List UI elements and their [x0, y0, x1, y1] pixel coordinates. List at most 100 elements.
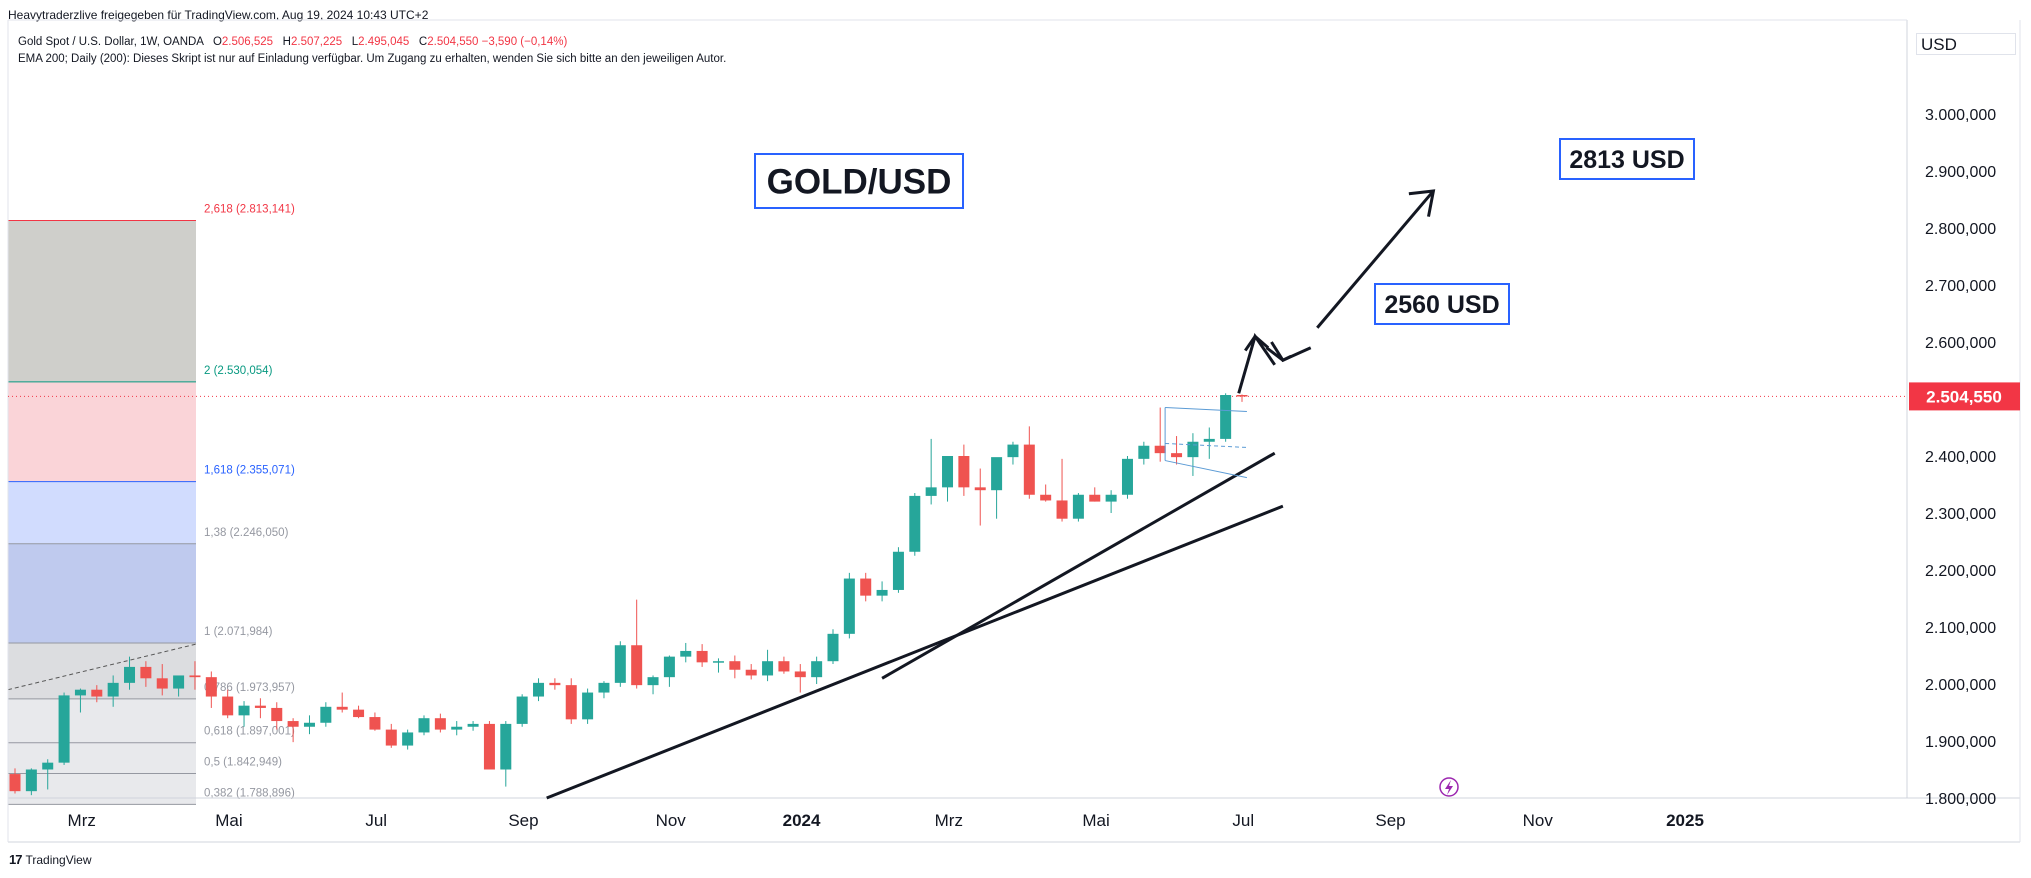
candle — [942, 456, 954, 502]
candle-body — [778, 661, 790, 672]
tradingview-footer[interactable]: 17 TradingView — [9, 852, 92, 867]
candle-body — [1203, 438, 1215, 442]
candle-body — [402, 732, 414, 746]
y-tick-label: 3.000,000 — [1925, 107, 1996, 124]
candle-body — [598, 682, 610, 693]
candle — [451, 721, 463, 736]
candle-body — [156, 678, 168, 689]
candle-body — [1056, 500, 1068, 519]
candle-body — [42, 762, 54, 770]
candle — [1138, 441, 1150, 465]
candle — [696, 644, 708, 667]
x-tick-label: Jul — [365, 811, 387, 830]
candle-body — [91, 689, 103, 697]
tradingview-logo-icon: 17 — [9, 852, 23, 867]
candle-body — [222, 696, 234, 716]
channel-upper — [1165, 407, 1247, 413]
fib-zone — [8, 742, 196, 774]
y-tick-label: 2.900,000 — [1925, 164, 1996, 181]
candle-body — [1154, 445, 1166, 454]
ohlc-high: H2.507,225 — [282, 36, 343, 48]
candle-body — [205, 677, 217, 697]
candle — [647, 675, 659, 695]
candle-body — [451, 726, 463, 730]
symbol-name[interactable]: Gold Spot / U.S. Dollar, 1W, OANDA — [18, 36, 204, 48]
candle-body — [663, 656, 675, 678]
candle-body — [794, 671, 806, 678]
candle — [991, 457, 1003, 519]
candle — [614, 641, 626, 687]
candle-body — [565, 685, 577, 720]
candle-body — [1105, 494, 1117, 502]
candle-body — [827, 633, 839, 662]
channel-lower — [1165, 460, 1248, 479]
fib-level-label: 2 (2.530,054) — [204, 365, 273, 377]
candle — [925, 438, 937, 505]
arrow-to-2560 — [1237, 332, 1276, 394]
candle — [140, 661, 152, 687]
ohlc-low: L2.495,045 — [351, 36, 410, 48]
candle-body — [9, 774, 21, 792]
candle-body — [892, 551, 904, 590]
candle — [222, 689, 234, 719]
candle-body — [516, 696, 528, 724]
candle — [1121, 456, 1133, 499]
fib-level-label: 0,5 (1.842,949) — [204, 757, 282, 769]
candle — [1236, 394, 1248, 402]
candles — [9, 393, 1248, 796]
candle — [582, 688, 594, 724]
candle-body — [303, 722, 315, 727]
currency-button[interactable]: USD — [1916, 33, 2016, 55]
last-price-bg — [1909, 382, 2020, 411]
candle — [434, 713, 446, 733]
candle-body — [271, 707, 283, 722]
x-tick-label: 2025 — [1666, 811, 1704, 830]
candle — [205, 671, 217, 708]
arrow-to-2813 — [1316, 189, 1435, 329]
candle — [778, 656, 790, 674]
candle — [418, 715, 430, 736]
candle — [712, 658, 724, 673]
candle-body — [729, 661, 741, 670]
candle — [25, 768, 37, 796]
candle — [303, 715, 315, 735]
candle — [107, 675, 119, 707]
indicator-legend[interactable]: EMA 200; Daily (200): Dieses Skript ist … — [18, 53, 727, 65]
y-tick-label: 2.600,000 — [1925, 335, 1996, 352]
candle — [729, 655, 741, 679]
candle-body — [320, 706, 332, 723]
arrow-2560-head — [1244, 334, 1270, 352]
y-tick-label: 2.100,000 — [1925, 620, 1996, 637]
candle-body — [500, 723, 512, 770]
fib-level-label: 1,38 (2.246,050) — [204, 527, 289, 539]
candle — [958, 444, 970, 496]
trendline — [546, 504, 1284, 800]
candle-body — [745, 669, 757, 676]
fib-level-label: 0,382 (1.788,896) — [204, 787, 295, 799]
candle — [892, 547, 904, 593]
fib-zone — [8, 543, 196, 643]
candle — [794, 664, 806, 693]
last-price-badge: 2.504,550 — [1909, 382, 2020, 411]
candle-body — [925, 487, 937, 496]
candle-body — [238, 705, 250, 716]
candle-body — [1072, 494, 1084, 519]
y-tick-label: 2.400,000 — [1925, 449, 1996, 466]
candle — [124, 656, 136, 690]
candle-body — [1236, 395, 1248, 397]
candle — [1154, 407, 1166, 462]
fib-zone — [8, 381, 196, 482]
candle-body — [173, 675, 185, 689]
trendlines — [546, 451, 1284, 800]
candle-body — [1089, 494, 1101, 502]
candle — [1220, 393, 1232, 442]
candle — [565, 678, 577, 724]
candle-body — [353, 709, 365, 718]
candle-body — [140, 666, 152, 679]
candle-body — [1007, 444, 1019, 458]
candle-body — [287, 721, 299, 727]
candle — [631, 599, 643, 689]
candle — [680, 642, 692, 663]
candle-body — [811, 661, 823, 678]
